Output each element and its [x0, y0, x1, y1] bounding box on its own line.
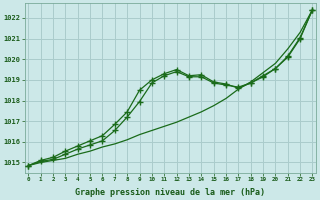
X-axis label: Graphe pression niveau de la mer (hPa): Graphe pression niveau de la mer (hPa) — [76, 188, 265, 197]
